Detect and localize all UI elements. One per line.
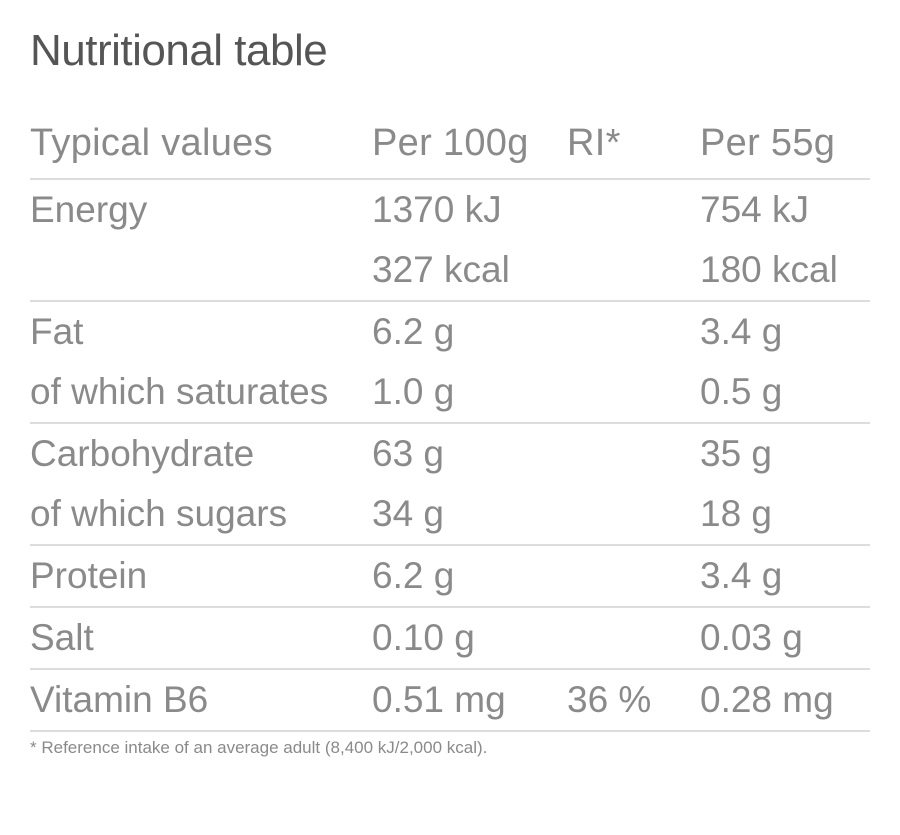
header-typical-values: Typical values [30, 121, 273, 164]
cell-c4: 754 kJ [700, 189, 810, 230]
cell-c2: 34 g [372, 493, 445, 534]
cell-c2: 327 kcal [372, 249, 510, 290]
table-line: Fat 6.2 g 3.4 g [30, 302, 870, 362]
cell-c2: 63 g [372, 433, 445, 474]
table-line: of which saturates 1.0 g 0.5 g [30, 362, 870, 422]
page-title: Nutritional table [30, 26, 328, 75]
header-per-portion: Per 55g [700, 121, 836, 164]
table-header: Typical values Per 100g RI* Per 55g [30, 108, 870, 180]
cell-c4: 0.28 mg [700, 679, 834, 720]
footnote: * Reference intake of an average adult (… [30, 738, 488, 757]
cell-c1: Vitamin B6 [30, 679, 209, 720]
cell-c4: 0.5 g [700, 371, 783, 412]
cell-c2: 1.0 g [372, 371, 455, 412]
cell-c2: 6.2 g [372, 555, 455, 596]
table-line: Vitamin B6 0.51 mg 36 % 0.28 mg [30, 670, 870, 730]
table-line: of which sugars 34 g 18 g [30, 484, 870, 544]
cell-c2: 0.51 mg [372, 679, 506, 720]
cell-c2: 6.2 g [372, 311, 455, 352]
cell-c1: Salt [30, 617, 94, 658]
table-row: Protein 6.2 g 3.4 g [30, 546, 870, 608]
cell-c1: Carbohydrate [30, 433, 255, 474]
table-line: Carbohydrate 63 g 35 g [30, 424, 870, 484]
table-row: Vitamin B6 0.51 mg 36 % 0.28 mg [30, 670, 870, 732]
table-row: Energy 1370 kJ 754 kJ 327 kcal 180 kcal [30, 180, 870, 302]
cell-c1: of which saturates [30, 371, 329, 412]
cell-c4: 0.03 g [700, 617, 803, 658]
cell-c1: Protein [30, 555, 148, 596]
table-row: Carbohydrate 63 g 35 g of which sugars 34 g 1… [30, 424, 870, 546]
header-per-100g: Per 100g [372, 121, 529, 164]
header-ri: RI* [567, 121, 621, 164]
table-line: Protein 6.2 g 3.4 g [30, 546, 870, 606]
cell-c2: 0.10 g [372, 617, 475, 658]
cell-c4: 35 g [700, 433, 773, 474]
cell-c4: 3.4 g [700, 555, 783, 596]
cell-c3: 36 % [567, 679, 652, 720]
cell-c4: 180 kcal [700, 249, 838, 290]
cell-c4: 3.4 g [700, 311, 783, 352]
table-line: 327 kcal 180 kcal [30, 240, 870, 300]
cell-c2: 1370 kJ [372, 189, 502, 230]
cell-c1: Energy [30, 189, 148, 230]
cell-c1: Fat [30, 311, 84, 352]
nutrition-table: Typical values Per 100g RI* Per 55g Ener… [30, 108, 870, 732]
table-line: Energy 1370 kJ 754 kJ [30, 180, 870, 240]
table-row: Fat 6.2 g 3.4 g of which saturates 1.0 g 0.5 … [30, 302, 870, 424]
cell-c1: of which sugars [30, 493, 288, 534]
cell-c4: 18 g [700, 493, 773, 534]
table-line: Salt 0.10 g 0.03 g [30, 608, 870, 668]
table-row: Salt 0.10 g 0.03 g [30, 608, 870, 670]
